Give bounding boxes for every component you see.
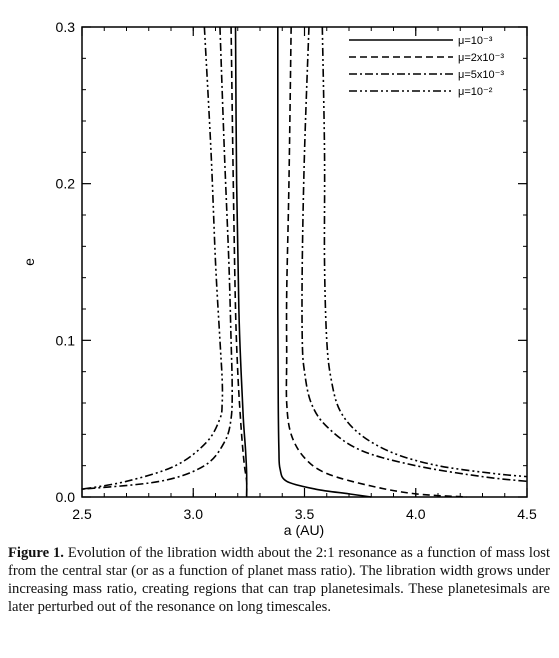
y-tick-label: 0.0 xyxy=(56,489,76,505)
y-tick-label: 0.2 xyxy=(56,176,76,192)
series-4-right-branch xyxy=(321,26,528,478)
axis-ticks: 2.5 3.0 3.5 4.0 4.5 0.0 0.1 0.2 0.3 xyxy=(56,19,537,522)
legend-label-2: μ=2x10⁻³ xyxy=(458,52,504,64)
legend-label-3: μ=5x10⁻³ xyxy=(458,69,504,81)
x-tick-label: 4.5 xyxy=(517,506,537,522)
y-tick-label: 0.3 xyxy=(56,19,76,35)
series-2-right-branch xyxy=(285,26,467,498)
x-tick-label: 3.5 xyxy=(295,506,315,522)
series-1-left-branch xyxy=(234,26,248,498)
caption-label: Figure 1. xyxy=(8,545,64,561)
series-curves xyxy=(81,26,528,498)
x-tick-label: 3.0 xyxy=(184,506,204,522)
legend-label-1: μ=10⁻³ xyxy=(458,35,493,47)
series-4-left-branch xyxy=(81,26,224,490)
y-tick-label: 0.1 xyxy=(56,332,76,348)
series-3-left-branch xyxy=(81,26,233,490)
figure-caption: Figure 1. Evolution of the libration wid… xyxy=(8,544,550,616)
x-axis-label: a (AU) xyxy=(284,522,324,538)
libration-width-chart: 2.5 3.0 3.5 4.0 4.5 0.0 0.1 0.2 0.3 μ=10⁻³ μ=2x10… xyxy=(21,19,537,538)
series-3-right-branch xyxy=(301,26,528,483)
x-tick-label: 4.0 xyxy=(406,506,426,522)
legend-label-4: μ=10⁻² xyxy=(458,86,493,98)
legend: μ=10⁻³ μ=2x10⁻³ μ=5x10⁻³ μ=10⁻² xyxy=(349,35,504,98)
series-1-right-branch xyxy=(276,27,372,498)
caption-text: Evolution of the libration width about t… xyxy=(8,545,550,615)
series-2-left-branch xyxy=(230,26,248,498)
x-tick-label: 2.5 xyxy=(72,506,92,522)
y-axis-label: e xyxy=(21,258,37,266)
